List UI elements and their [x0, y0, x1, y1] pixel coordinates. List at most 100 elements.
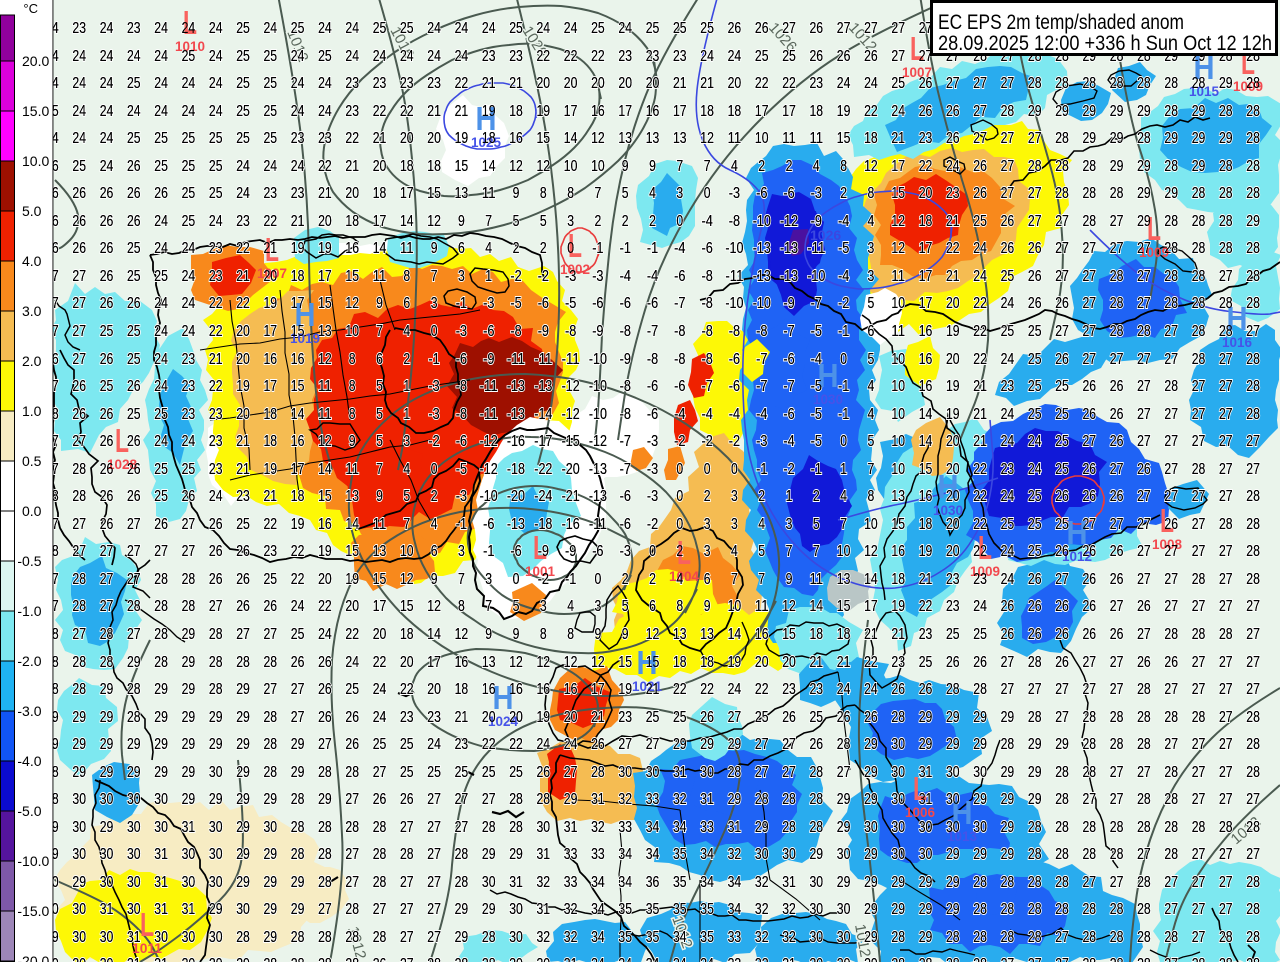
svg-text:24: 24 [318, 20, 332, 37]
svg-text:27: 27 [646, 736, 660, 753]
svg-text:0: 0 [431, 461, 438, 478]
svg-text:0.5: 0.5 [22, 453, 42, 469]
svg-text:22: 22 [673, 681, 687, 698]
svg-text:1004: 1004 [669, 568, 699, 584]
svg-text:4: 4 [567, 598, 574, 615]
svg-text:21: 21 [946, 268, 960, 285]
svg-text:27: 27 [864, 20, 878, 37]
svg-text:29: 29 [1110, 130, 1124, 147]
svg-text:24: 24 [154, 240, 168, 257]
svg-text:-1: -1 [483, 543, 494, 560]
svg-text:26: 26 [345, 736, 359, 753]
svg-text:26: 26 [891, 681, 905, 698]
svg-text:27: 27 [427, 874, 441, 891]
svg-text:28: 28 [127, 681, 141, 698]
svg-text:28: 28 [1246, 406, 1260, 423]
svg-text:14: 14 [345, 516, 359, 533]
svg-text:28: 28 [1164, 75, 1178, 92]
svg-text:24: 24 [973, 268, 987, 285]
svg-text:-3: -3 [647, 461, 658, 478]
svg-text:30: 30 [837, 901, 851, 918]
svg-text:29: 29 [919, 736, 933, 753]
svg-text:24: 24 [400, 48, 414, 65]
svg-text:20: 20 [646, 75, 660, 92]
svg-text:29: 29 [946, 901, 960, 918]
svg-text:28: 28 [1219, 295, 1233, 312]
svg-text:25: 25 [400, 20, 414, 37]
svg-text:22: 22 [291, 543, 305, 560]
svg-text:20: 20 [946, 433, 960, 450]
svg-text:23: 23 [373, 75, 387, 92]
svg-text:29: 29 [264, 901, 278, 918]
svg-text:30: 30 [182, 874, 196, 891]
svg-text:25: 25 [591, 20, 605, 37]
svg-text:25: 25 [482, 764, 496, 781]
svg-text:30: 30 [154, 819, 168, 836]
svg-text:-1: -1 [428, 351, 439, 368]
svg-text:25: 25 [236, 103, 250, 120]
svg-text:7: 7 [868, 461, 875, 478]
svg-text:26: 26 [864, 48, 878, 65]
svg-text:27: 27 [1164, 681, 1178, 698]
svg-text:27: 27 [427, 846, 441, 863]
svg-text:16: 16 [755, 626, 769, 643]
svg-text:21: 21 [455, 103, 469, 120]
svg-text:-10: -10 [480, 488, 498, 505]
svg-text:24: 24 [182, 20, 196, 37]
svg-text:2: 2 [403, 351, 410, 368]
svg-text:26: 26 [1137, 461, 1151, 478]
svg-text:23: 23 [482, 48, 496, 65]
svg-text:30: 30 [236, 901, 250, 918]
svg-text:26: 26 [837, 709, 851, 726]
svg-text:28: 28 [1164, 268, 1178, 285]
svg-text:-9: -9 [783, 295, 794, 312]
svg-text:26: 26 [154, 516, 168, 533]
svg-text:-1: -1 [456, 516, 467, 533]
svg-text:29: 29 [673, 736, 687, 753]
svg-text:21: 21 [427, 103, 441, 120]
svg-text:3: 3 [485, 571, 492, 588]
svg-text:28: 28 [1001, 736, 1015, 753]
svg-text:26: 26 [400, 791, 414, 808]
svg-text:10: 10 [891, 351, 905, 368]
svg-text:29: 29 [209, 791, 223, 808]
svg-text:27: 27 [1083, 323, 1097, 340]
svg-text:14: 14 [919, 433, 933, 450]
svg-text:2.0: 2.0 [22, 353, 42, 369]
svg-text:27: 27 [1001, 158, 1015, 175]
svg-text:28: 28 [1164, 709, 1178, 726]
svg-text:-1: -1 [838, 323, 849, 340]
svg-text:24: 24 [127, 48, 141, 65]
svg-text:0: 0 [595, 571, 602, 588]
svg-text:-2.0: -2.0 [17, 653, 41, 669]
svg-text:28: 28 [1219, 103, 1233, 120]
svg-text:7: 7 [786, 543, 793, 560]
svg-text:25: 25 [182, 158, 196, 175]
svg-text:-5: -5 [510, 295, 521, 312]
svg-text:24: 24 [182, 103, 196, 120]
svg-text:12: 12 [646, 626, 660, 643]
svg-text:25: 25 [182, 213, 196, 230]
svg-text:10.0: 10.0 [22, 153, 49, 169]
svg-text:24: 24 [291, 103, 305, 120]
svg-text:28: 28 [264, 764, 278, 781]
svg-text:24: 24 [154, 295, 168, 312]
svg-text:29: 29 [1137, 213, 1151, 230]
svg-text:25: 25 [236, 20, 250, 37]
svg-text:29: 29 [1110, 103, 1124, 120]
svg-text:28: 28 [182, 598, 196, 615]
svg-text:24: 24 [209, 103, 223, 120]
svg-text:27: 27 [1137, 764, 1151, 781]
svg-text:29: 29 [564, 791, 578, 808]
svg-text:8: 8 [540, 626, 547, 643]
svg-text:-8: -8 [729, 213, 740, 230]
svg-text:27: 27 [1192, 791, 1206, 808]
svg-text:3: 3 [868, 240, 875, 257]
svg-text:28: 28 [1055, 846, 1069, 863]
svg-text:30: 30 [127, 874, 141, 891]
svg-text:15: 15 [345, 268, 359, 285]
svg-text:-4: -4 [729, 406, 741, 423]
svg-text:20: 20 [946, 295, 960, 312]
svg-text:-6: -6 [783, 406, 794, 423]
svg-text:25: 25 [700, 20, 714, 37]
